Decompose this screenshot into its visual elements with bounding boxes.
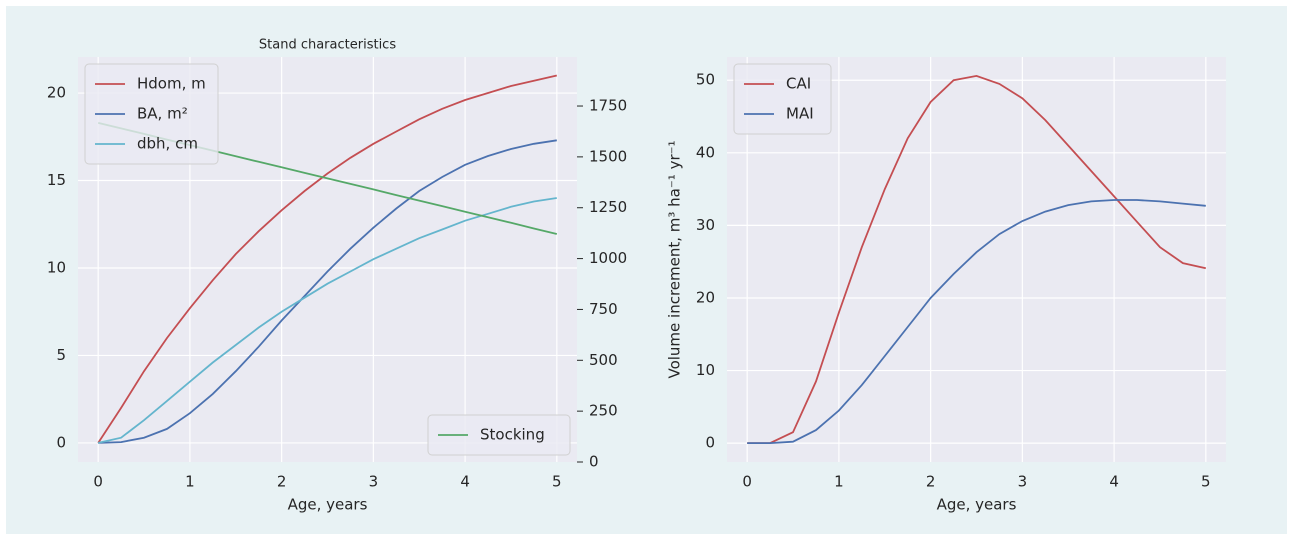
y-tick-label: 0 [705,434,715,452]
x-tick-label: 3 [369,473,379,491]
series-line [747,199,1206,444]
legend-label: Stocking [480,426,545,444]
y-tick-label: 20 [47,84,66,102]
legend-label: CAI [786,75,811,93]
legend-label: dbh, cm [137,135,198,153]
y-tick-label: 20 [696,288,715,306]
legend-box [427,414,571,456]
x-tick-label: 4 [1109,473,1119,491]
y2-tick-label: 500 [589,351,618,369]
y-tick-label: 0 [56,433,66,451]
x-tick-label: 1 [834,473,844,491]
y-tick-label: 10 [47,258,66,276]
y2-tick-label: 750 [589,300,618,318]
y2-tick-label: 1000 [589,249,627,267]
series-line [97,74,558,444]
legend-box [84,63,219,165]
chart-title: Stand characteristics [259,38,396,53]
legend-label: BA, m² [137,105,188,123]
y2-tick-label: 1750 [589,97,627,115]
legend-label: Hdom, m [137,75,206,93]
y2-tick-label: 0 [589,453,599,471]
x-tick-label: 1 [185,473,195,491]
x-tick-label: 5 [1201,473,1211,491]
x-tick-label: 0 [742,473,752,491]
series-line [98,139,557,444]
y2-tick-label: 250 [589,402,618,420]
x-tick-label: 5 [552,473,562,491]
y-tick-label: 5 [56,346,66,364]
legend-label: MAI [786,105,814,123]
y-tick-label: 30 [696,216,715,234]
x-tick-label: 0 [93,473,103,491]
x-axis-label: Age, years [288,496,368,514]
x-tick-label: 2 [277,473,287,491]
legend-box [733,63,832,135]
y-tick-label: 10 [696,361,715,379]
y-tick-label: 15 [47,171,66,189]
y-tick-label: 50 [696,71,715,89]
x-tick-label: 4 [460,473,470,491]
y2-tick-label: 1500 [589,147,627,165]
y2-tick-label: 1250 [589,198,627,216]
y-axis-label: Volume increment, m³ ha⁻¹ yr⁻¹ [666,140,684,378]
series-line [747,74,1206,444]
y-tick-label: 40 [696,143,715,161]
x-tick-label: 2 [926,473,936,491]
x-tick-label: 3 [1018,473,1028,491]
x-axis-label: Age, years [937,496,1017,514]
